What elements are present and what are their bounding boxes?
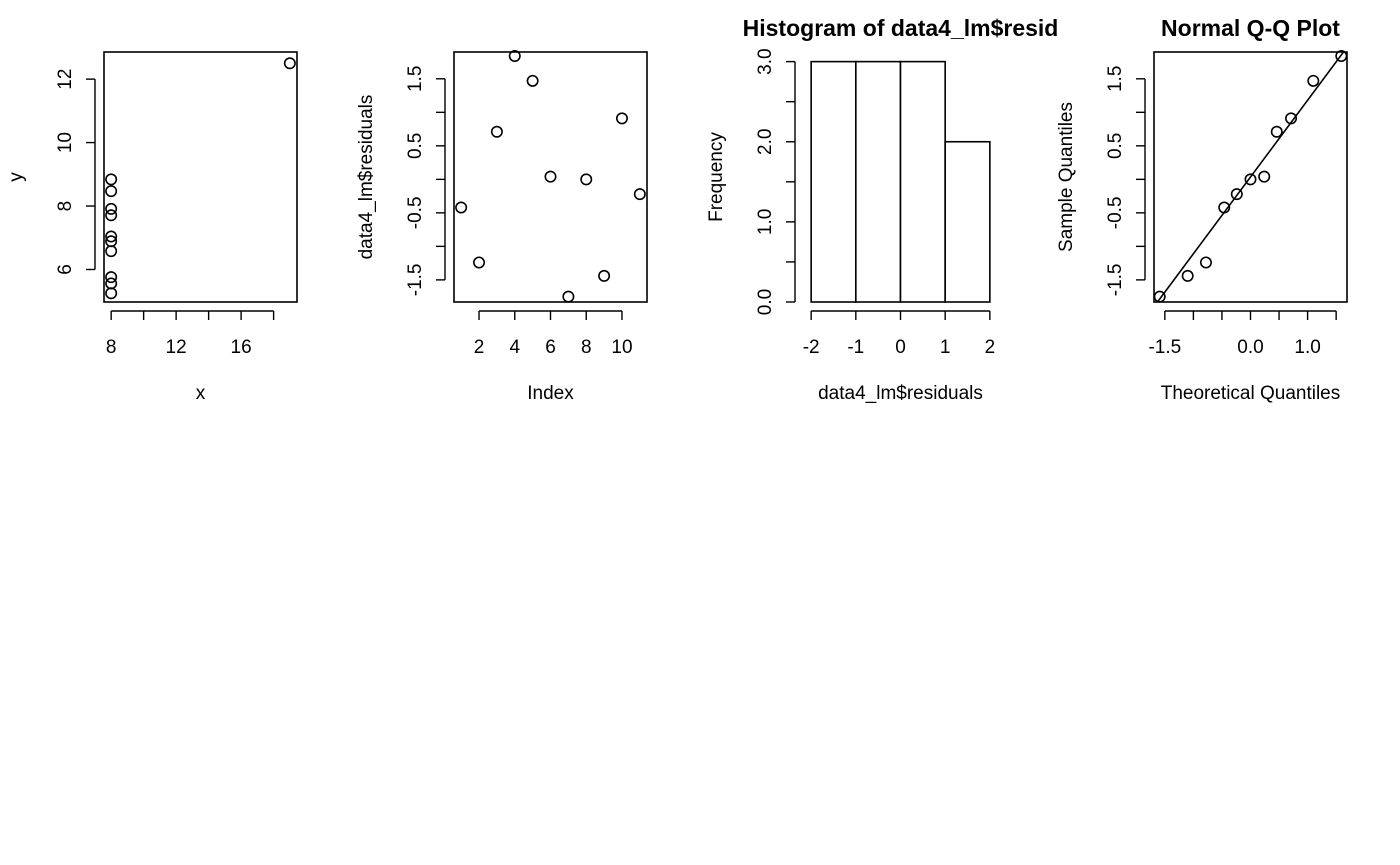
x-tick-label: 0 — [895, 337, 906, 358]
y-tick-label: 0.5 — [405, 133, 426, 159]
data-point — [473, 256, 486, 269]
data-point — [598, 269, 611, 282]
data-point — [1307, 74, 1320, 87]
y-axis-label: Sample Quantiles — [1056, 102, 1077, 252]
qq-reference-line — [1156, 52, 1345, 302]
data-point — [1270, 125, 1283, 138]
data-point — [105, 230, 118, 243]
x-axis-label: data4_lm$residuals — [818, 383, 983, 404]
data-point — [1335, 50, 1348, 63]
histogram-bar — [899, 60, 946, 303]
x-tick-label: 6 — [545, 337, 556, 358]
y-tick-label: 10 — [55, 132, 76, 153]
data-point — [105, 202, 118, 215]
data-point — [526, 74, 539, 87]
y-tick-label: -1.5 — [405, 264, 426, 297]
panel-1: 8 12 16 6 8 10 12 x y — [6, 51, 298, 404]
data-point — [580, 173, 593, 186]
x-tick-label: 8 — [581, 337, 592, 358]
plot-frame — [103, 51, 298, 303]
data-point — [105, 287, 118, 300]
data-point — [105, 235, 118, 248]
plot-frame — [1153, 51, 1348, 303]
plot-frame — [453, 51, 648, 303]
x-tick-label: 8 — [106, 337, 117, 358]
x-tick-label: 4 — [509, 337, 520, 358]
data-point — [105, 245, 118, 258]
y-tick-label: 6 — [55, 264, 76, 275]
y-tick-label: -1.5 — [1105, 264, 1126, 297]
y-tick-label: -0.5 — [1105, 196, 1126, 229]
y-axis-label: data4_lm$residuals — [356, 95, 377, 260]
data-point — [105, 173, 118, 186]
y-tick-label: 8 — [55, 201, 76, 212]
data-point — [490, 125, 503, 138]
data-point — [105, 209, 118, 222]
data-point — [1230, 188, 1243, 201]
data-point — [455, 201, 468, 214]
x-tick-label: 1.0 — [1294, 337, 1320, 358]
y-tick-label: 0.0 — [755, 289, 776, 315]
panel-4: -1.5 0.0 1.0 -1.5 -0.5 0.5 1.5 Theoretical Quan… — [1056, 15, 1348, 404]
x-tick-label: 2 — [474, 337, 485, 358]
data-point — [633, 188, 646, 201]
y-tick-label: 3.0 — [755, 48, 776, 74]
x-tick-label: -2 — [803, 337, 820, 358]
data-point — [1218, 201, 1231, 214]
x-tick-label: 12 — [166, 337, 187, 358]
y-axis-label: y — [6, 172, 27, 182]
data-point — [105, 277, 118, 290]
y-axis-label: Frequency — [706, 132, 727, 222]
data-point — [1153, 290, 1166, 303]
data-point — [615, 112, 628, 125]
chart-title: Histogram of data4_lm$resid — [743, 15, 1059, 41]
panel-2: 2 4 6 8 10 -1.5 -0.5 0.5 1.5 Index data4_lm$residu… — [356, 50, 648, 404]
data-point — [544, 170, 557, 183]
data-point — [1244, 173, 1257, 186]
x-tick-label: 10 — [611, 337, 632, 358]
data-point — [1285, 112, 1298, 125]
y-tick-label: 0.5 — [1105, 133, 1126, 159]
x-axis-label: Index — [527, 383, 574, 404]
data-point — [562, 290, 575, 303]
data-point — [1199, 256, 1212, 269]
x-tick-label: 1 — [940, 337, 951, 358]
y-tick-label: 12 — [55, 69, 76, 90]
chart-title: Normal Q-Q Plot — [1161, 15, 1340, 41]
y-tick-label: -0.5 — [405, 196, 426, 229]
y-tick-label: 1.5 — [405, 66, 426, 92]
data-point — [283, 57, 296, 70]
panel-3: -2 -1 0 1 2 0.0 1.0 2.0 3.0 data4_lm$residuals Fre… — [706, 15, 1058, 404]
x-tick-label: 0.0 — [1237, 337, 1263, 358]
data-point — [105, 271, 118, 284]
y-tick-label: 1.0 — [755, 209, 776, 235]
x-tick-label: 16 — [231, 337, 252, 358]
data-point — [1258, 170, 1271, 183]
data-point — [1181, 269, 1194, 282]
x-axis-label: Theoretical Quantiles — [1161, 383, 1341, 404]
x-tick-label: -1.5 — [1148, 337, 1181, 358]
data-point — [508, 50, 521, 63]
histogram-bar — [944, 140, 991, 303]
y-tick-label: 1.5 — [1105, 66, 1126, 92]
data-point — [105, 185, 118, 198]
x-tick-label: -1 — [847, 337, 864, 358]
histogram-bar — [855, 60, 902, 303]
histogram-bar — [810, 60, 857, 303]
y-tick-label: 2.0 — [755, 129, 776, 155]
x-tick-label: 2 — [985, 337, 996, 358]
x-axis-label: x — [196, 383, 206, 404]
